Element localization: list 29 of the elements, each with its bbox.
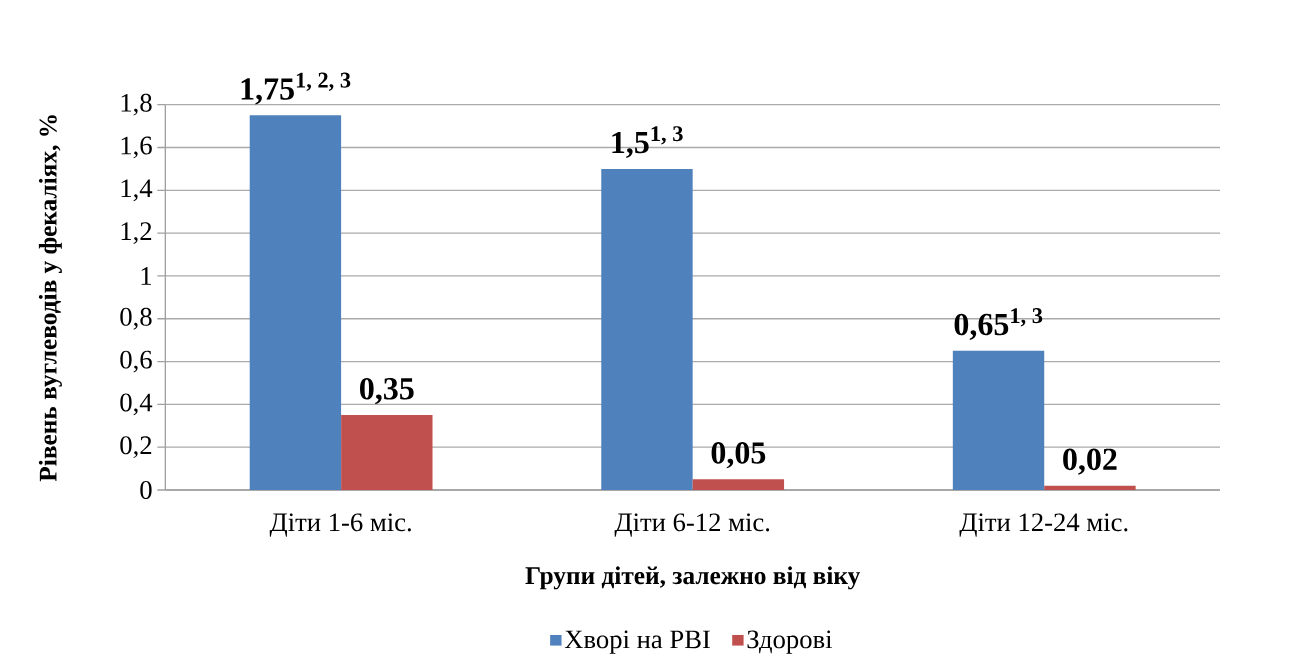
y-tick-label: 1,2 bbox=[121, 222, 152, 244]
bar bbox=[341, 415, 433, 490]
data-label: 1,5$^{1, 3}$ bbox=[612, 126, 683, 158]
y-tick-label: 1,6 bbox=[121, 136, 152, 159]
y-tick-label: 0,4 bbox=[120, 393, 153, 416]
y-tick-label: 1,8 bbox=[121, 93, 152, 116]
bar bbox=[249, 115, 342, 490]
bar bbox=[692, 479, 785, 490]
y-tick-label: 0,8 bbox=[120, 307, 152, 330]
y-tick-label: 0,2 bbox=[120, 436, 152, 459]
bar bbox=[952, 350, 1045, 490]
data-label: 0,05 bbox=[711, 442, 766, 469]
data-label: 0,02 bbox=[1063, 448, 1117, 475]
data-label: 1,75$^{1, 2, 3}$ bbox=[241, 72, 351, 105]
legend-label: Хворі на РВІ bbox=[564, 630, 710, 654]
y-tick-label: 1 bbox=[141, 267, 152, 285]
data-label: 0,65$^{1, 3}$ bbox=[954, 308, 1043, 340]
x-tick-label: Діти 12-24 міс. bbox=[959, 513, 1128, 537]
bar bbox=[601, 168, 693, 490]
legend-label: Здорові bbox=[747, 630, 833, 654]
x-tick-label: Діти 6-12 міс. bbox=[614, 513, 770, 537]
y-tick-label: 0 bbox=[140, 481, 152, 499]
data-label: 0,35 bbox=[360, 377, 414, 405]
x-axis-title: Групи дітей, залежно від віку bbox=[525, 566, 861, 590]
bar bbox=[1044, 485, 1136, 490]
y-axis-title: Рівень вуглеводів у фекаліях, % bbox=[38, 115, 62, 482]
y-tick-label: 1,4 bbox=[121, 179, 153, 202]
x-tick-label: Діти 1-6 міс. bbox=[269, 513, 411, 537]
y-tick-label: 0,6 bbox=[120, 350, 152, 373]
